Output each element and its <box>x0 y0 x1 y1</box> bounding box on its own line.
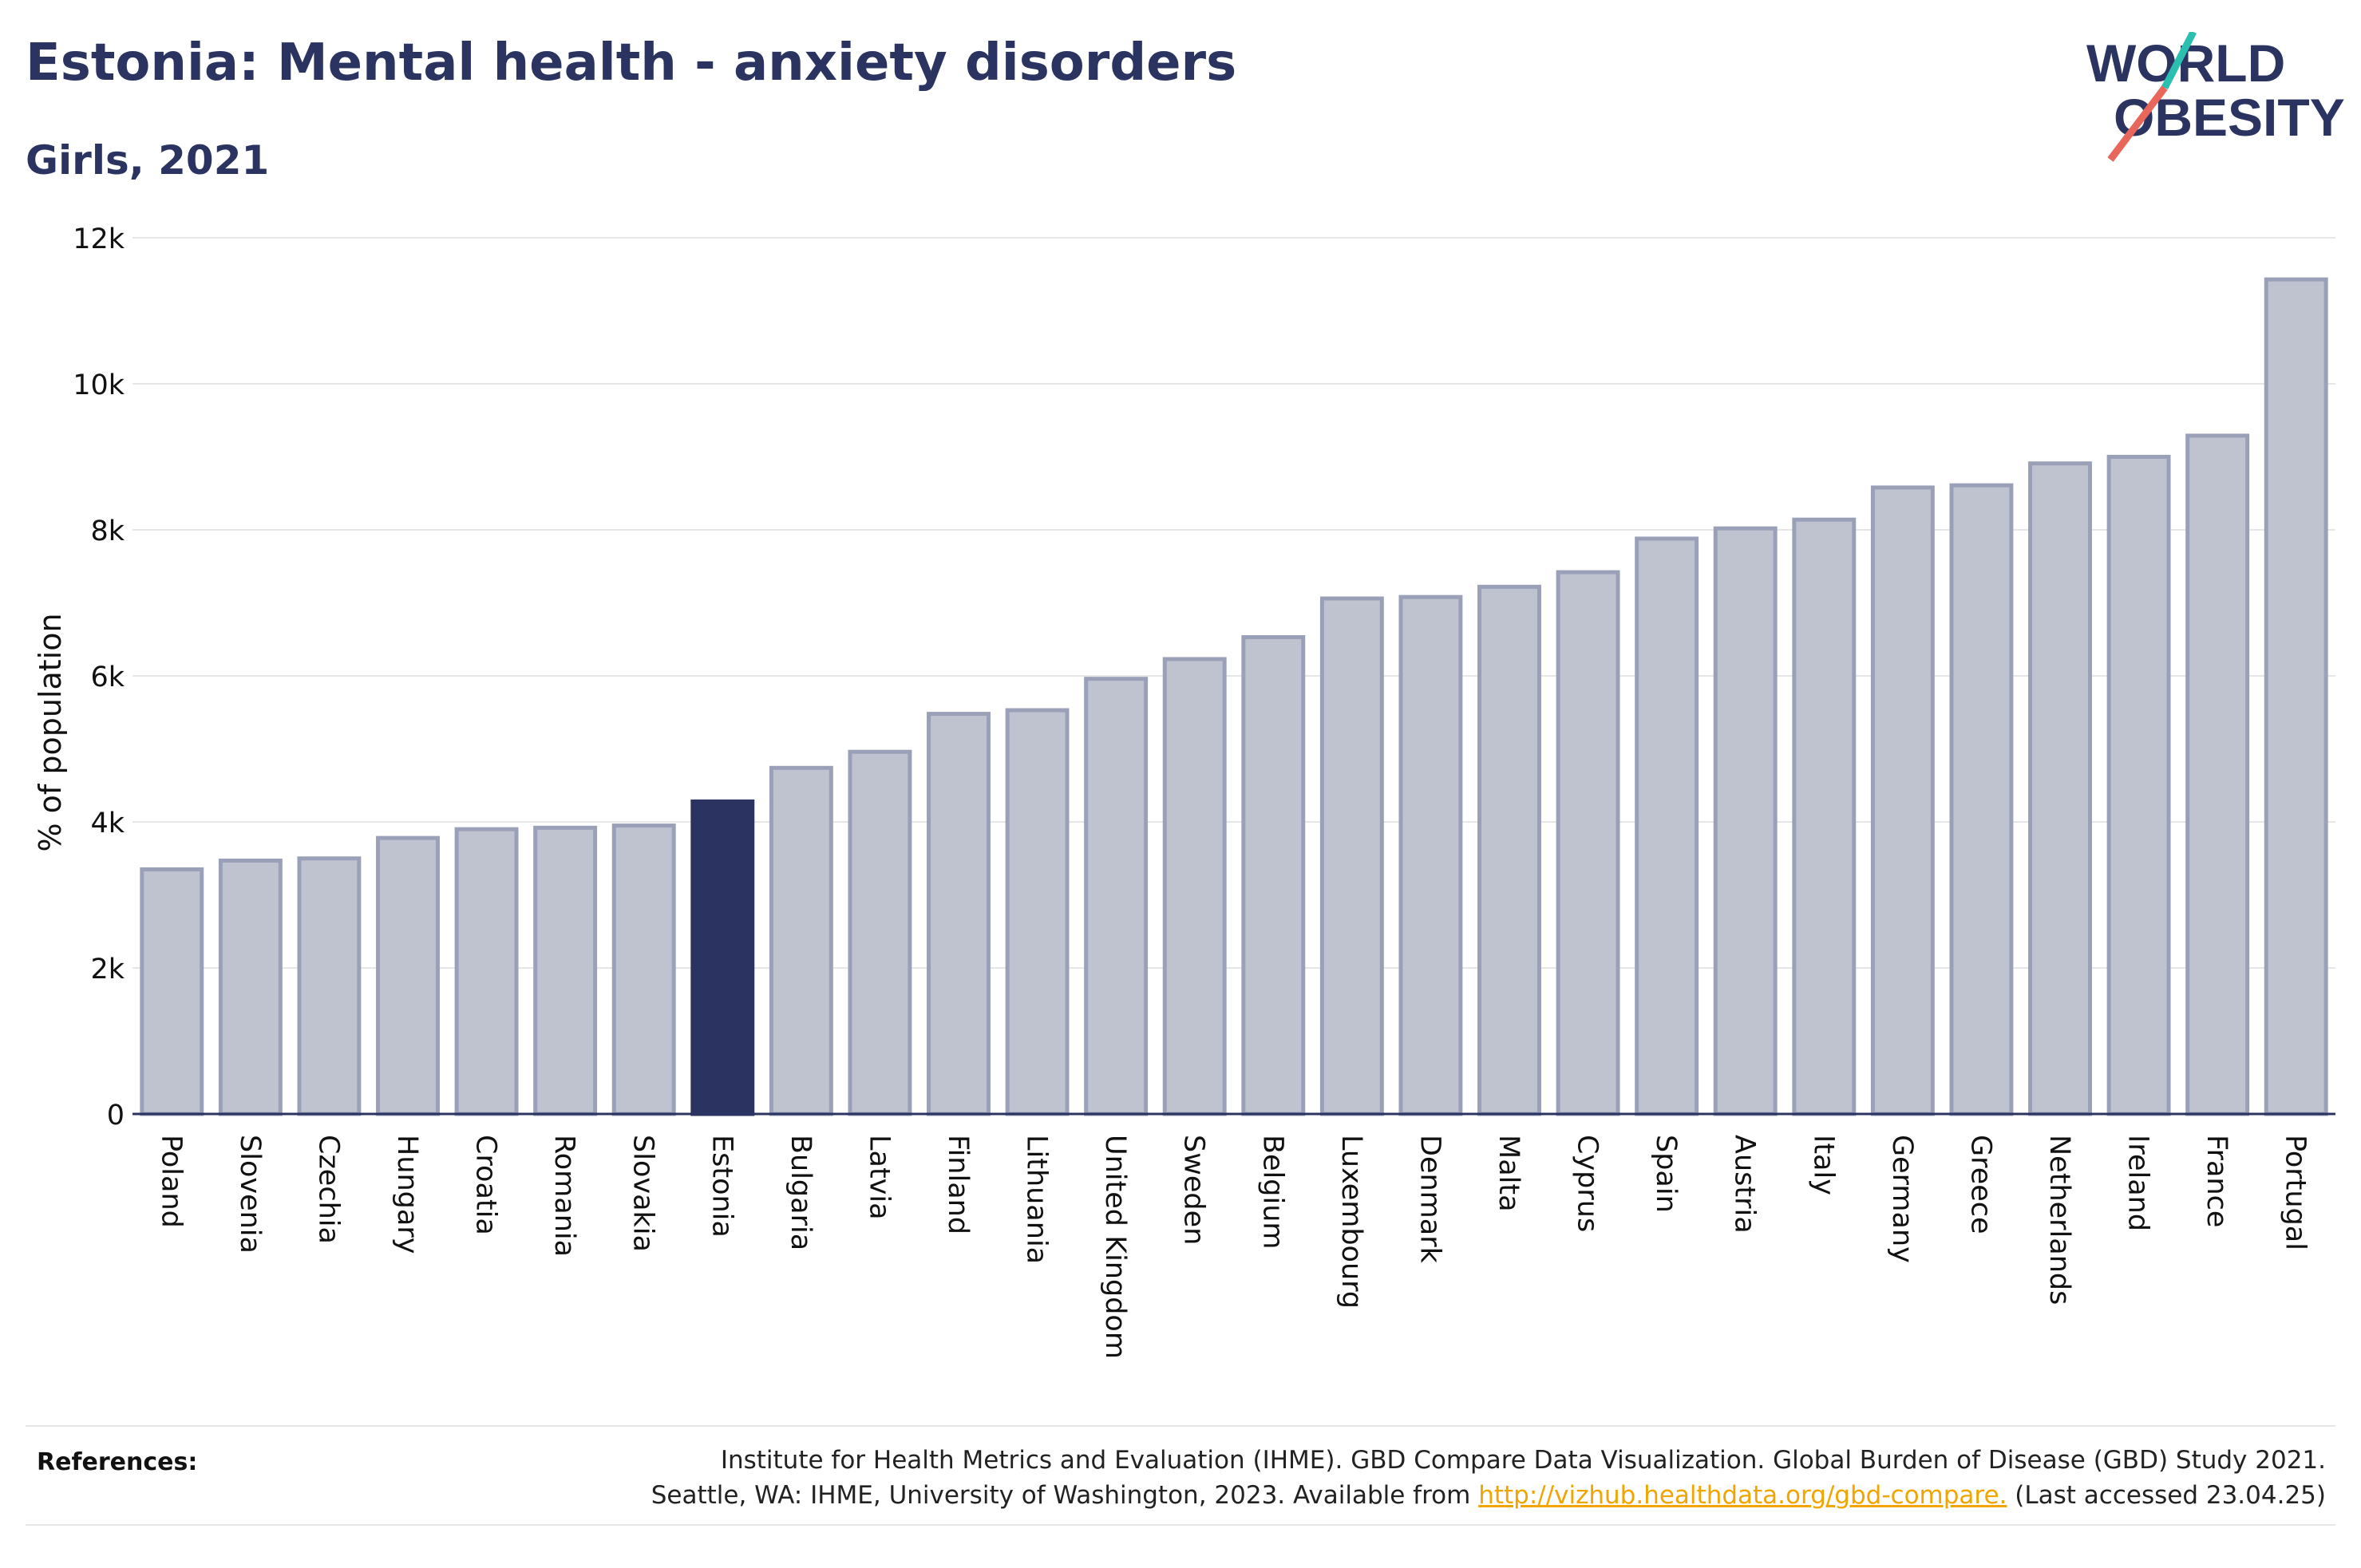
bar-denmark <box>1398 594 1463 1116</box>
bar-poland <box>140 867 204 1116</box>
bar-estonia <box>690 799 755 1116</box>
bar-slovenia <box>218 858 283 1116</box>
footer-divider-top <box>26 1425 2335 1427</box>
logo-slash-teal <box>2161 32 2197 90</box>
bar-austria <box>1713 526 1778 1116</box>
y-tick-label: 0 <box>107 1100 125 1132</box>
x-tick-label: Belgium <box>1256 1135 1288 1250</box>
bar-croatia <box>454 827 519 1116</box>
x-tick-label: Ireland <box>2122 1135 2154 1231</box>
x-tick-label: Cyprus <box>1572 1135 1604 1232</box>
logo-word-2: OBESITY <box>2114 88 2345 147</box>
y-tick-label: 4k <box>90 808 125 839</box>
bar-ireland <box>2106 455 2171 1116</box>
x-tick-label: Poland <box>155 1135 187 1228</box>
bar-latvia <box>848 749 912 1116</box>
bar-portugal <box>2264 277 2328 1116</box>
x-tick-label: Bulgaria <box>785 1135 817 1250</box>
chart-subtitle: Girls, 2021 <box>26 137 270 184</box>
bar-hungary <box>376 835 440 1116</box>
x-tick-label: Slovenia <box>234 1135 266 1254</box>
references-label: References: <box>37 1448 198 1476</box>
x-tick-label: Sweden <box>1178 1135 1210 1245</box>
bar-netherlands <box>2028 461 2092 1116</box>
x-tick-label: Denmark <box>1414 1135 1445 1264</box>
x-tick-label: Slovakia <box>627 1135 659 1252</box>
x-tick-label: Netherlands <box>2043 1135 2075 1305</box>
x-tick-label: Croatia <box>470 1135 502 1235</box>
chart-title: Estonia: Mental health - anxiety disorde… <box>26 34 1237 93</box>
y-tick-labels: 0 2k 4k 6k 8k 10k 12k <box>73 223 125 1132</box>
y-tick-label: 12k <box>73 223 125 255</box>
bar-romania <box>533 825 598 1116</box>
bar-bulgaria <box>769 765 833 1116</box>
reference-line-2-prefix: Seattle, WA: IHME, University of Washing… <box>651 1481 1471 1510</box>
y-tick-label: 10k <box>73 369 125 401</box>
bar-greece <box>1949 483 2014 1116</box>
footer-divider-bottom <box>26 1524 2335 1526</box>
bars <box>140 277 2328 1116</box>
x-tick-labels: Poland Slovenia Czechia Hungary Croatia Roman… <box>155 1135 2311 1359</box>
reference-line-2-suffix: (Last accessed 23.04.25) <box>2015 1481 2326 1510</box>
bar-malta <box>1477 584 1541 1116</box>
bar-slovakia <box>611 823 676 1116</box>
x-tick-label: Latvia <box>863 1135 895 1220</box>
bar-chart: 0 2k 4k 6k 8k 10k 12k % of population Poland Sl… <box>33 223 2335 1359</box>
bar-france <box>2185 433 2250 1116</box>
logo-slash-red <box>2107 85 2168 162</box>
reference-line-2: Seattle, WA: IHME, University of Washing… <box>490 1481 2326 1510</box>
bar-spain <box>1635 536 1699 1116</box>
y-axis-label: % of population <box>33 613 68 851</box>
x-tick-label: Spain <box>1650 1135 1682 1213</box>
x-tick-label: Lithuania <box>1021 1135 1053 1264</box>
bar-united-kingdom <box>1084 677 1149 1116</box>
x-tick-label: Portugal <box>2280 1135 2312 1250</box>
reference-line-1: Institute for Health Metrics and Evaluat… <box>720 1446 2326 1475</box>
x-tick-label: United Kingdom <box>1099 1135 1131 1359</box>
x-tick-label: Romania <box>548 1135 580 1257</box>
reference-link[interactable]: http://vizhub.healthdata.org/gbd-compare… <box>1478 1481 2007 1510</box>
x-tick-label: France <box>2201 1135 2232 1227</box>
x-tick-label: Malta <box>1493 1135 1525 1212</box>
bar-belgium <box>1241 635 1306 1116</box>
x-tick-label: Austria <box>1729 1135 1761 1234</box>
bar-germany <box>1870 485 1935 1116</box>
x-tick-label: Germany <box>1886 1135 1918 1263</box>
y-tick-label: 2k <box>90 954 125 985</box>
x-tick-label: Italy <box>1807 1135 1839 1195</box>
x-tick-label: Finland <box>942 1135 974 1234</box>
bar-czechia <box>297 856 362 1116</box>
world-obesity-logo: WORLD OBESITY <box>2086 32 2345 162</box>
x-tick-label: Hungary <box>391 1135 423 1254</box>
bar-luxembourg <box>1319 596 1384 1116</box>
x-tick-label: Estonia <box>706 1135 738 1238</box>
x-tick-label: Greece <box>1964 1135 1996 1234</box>
bar-lithuania <box>1005 708 1070 1116</box>
y-tick-label: 8k <box>90 515 125 547</box>
bar-finland <box>927 712 991 1116</box>
y-tick-label: 6k <box>90 662 125 693</box>
bar-sweden <box>1162 657 1227 1116</box>
x-tick-label: Luxembourg <box>1335 1135 1367 1309</box>
x-tick-label: Czechia <box>312 1135 344 1244</box>
bar-italy <box>1792 517 1857 1116</box>
bar-cyprus <box>1556 570 1620 1116</box>
